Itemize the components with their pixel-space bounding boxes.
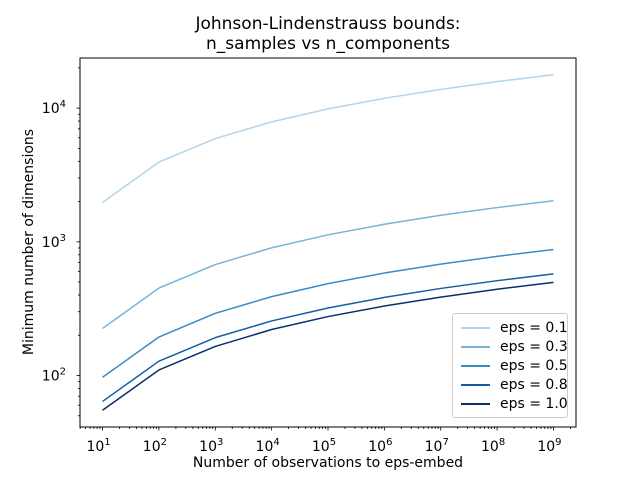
y-axis-label: Minimum number of dimensions (21, 128, 37, 356)
legend-item: eps = 0.8 (461, 377, 568, 393)
legend-line-sample (461, 345, 490, 348)
x-axis-label: Number of observations to eps-embed (192, 455, 464, 471)
legend-item: eps = 0.5 (461, 358, 568, 374)
legend-item: eps = 0.1 (461, 320, 568, 336)
legend-label: eps = 0.3 (500, 338, 568, 355)
x-tick-label: 109 (537, 437, 561, 455)
y-tick-label: 104 (42, 99, 66, 117)
legend-line-sample (461, 364, 490, 367)
y-tick-label: 103 (42, 233, 66, 251)
x-tick-label: 103 (199, 437, 223, 455)
y-tick-label: 102 (42, 367, 66, 385)
x-tick-label: 102 (143, 437, 167, 455)
legend-label: eps = 0.8 (500, 376, 568, 393)
legend-label: eps = 1.0 (500, 395, 568, 412)
series-line-1.0 (102, 281, 554, 411)
series-line-0.1 (102, 74, 554, 203)
x-tick-label: 105 (312, 437, 336, 455)
series-line-0.3 (102, 199, 554, 330)
legend-line-sample (461, 326, 490, 329)
legend-line-sample (461, 402, 490, 405)
legend-line-sample (461, 383, 490, 386)
legend-item: eps = 1.0 (461, 396, 568, 412)
legend-item: eps = 0.3 (461, 339, 568, 355)
x-tick-label: 104 (256, 437, 280, 455)
legend-label: eps = 0.1 (500, 319, 568, 336)
x-tick-label: 106 (368, 437, 392, 455)
x-tick-label: 107 (425, 437, 449, 455)
series-line-0.8 (102, 273, 554, 403)
chart-title: Johnson-Lindenstrauss bounds: n_samples … (195, 14, 461, 54)
x-tick-label: 101 (86, 437, 110, 455)
series-line-0.5 (102, 248, 554, 378)
x-tick-label: 108 (481, 437, 505, 455)
legend: eps = 0.1 eps = 0.3 eps = 0.5 eps = 0.8 eps … (452, 313, 568, 418)
legend-label: eps = 0.5 (500, 357, 568, 374)
